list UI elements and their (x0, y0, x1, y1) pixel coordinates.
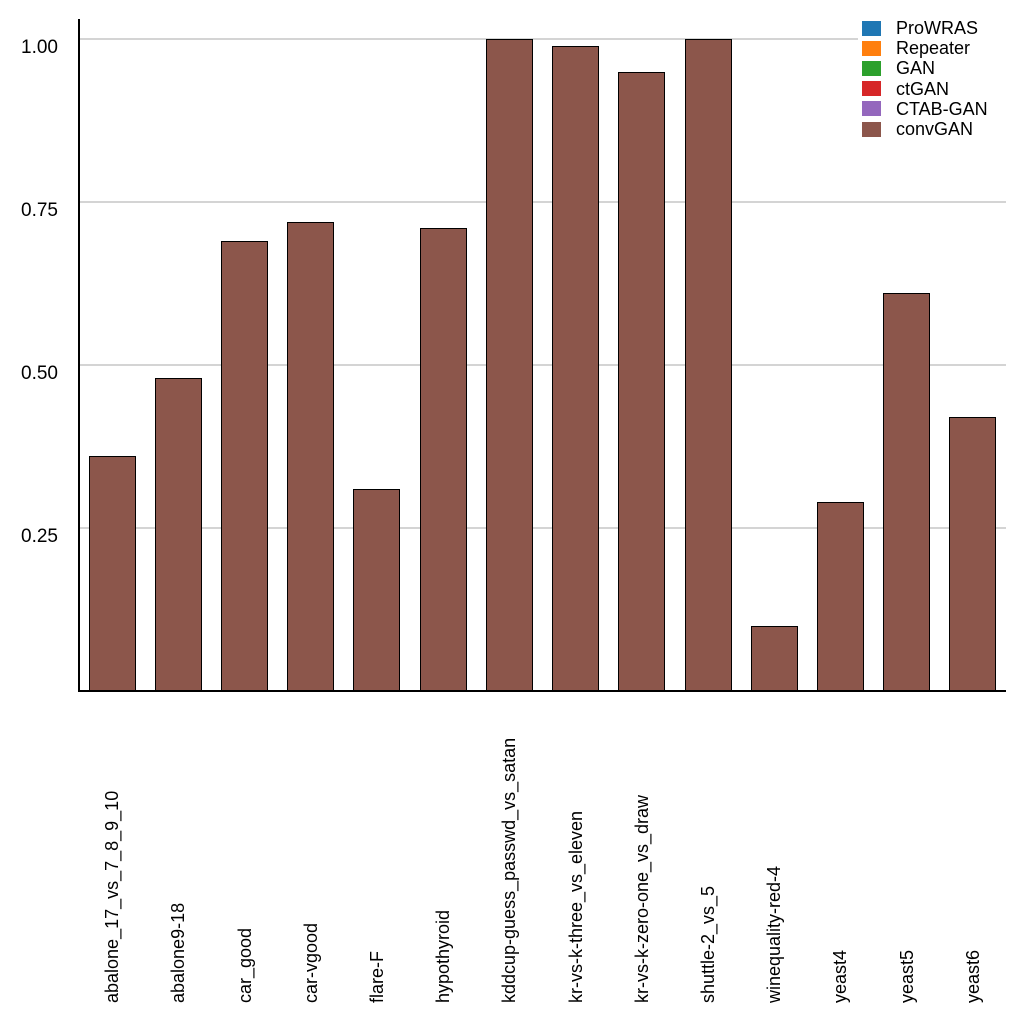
legend-swatch-GAN (862, 60, 881, 76)
bar-flare-F (353, 488, 401, 691)
y-gridline (79, 364, 1006, 366)
bar-abalone_17_vs_7_8_9_10 (88, 456, 136, 691)
x-tick-label: flare-F (366, 950, 387, 1003)
bar-car-vgood (287, 221, 335, 691)
x-tick-label: hypothyroid (433, 909, 454, 1003)
legend-swatch-Repeater (862, 40, 881, 56)
bar-car_good (221, 241, 269, 691)
legend-label: Repeater (896, 38, 971, 59)
bar-kr-vs-k-three_vs_eleven (552, 45, 600, 691)
x-tick-label: yeast4 (830, 949, 851, 1003)
x-axis-line (77, 690, 1006, 692)
legend-row-ProWRAS: ProWRAS (862, 18, 1024, 38)
bar-shuttle-2_vs_5 (684, 39, 732, 691)
x-tick-label: kr-vs-k-zero-one_vs_draw (631, 794, 652, 1003)
legend-swatch-ProWRAS (862, 20, 881, 36)
x-tick-label: winequality-red-4 (764, 865, 785, 1003)
bar-yeast5 (883, 293, 931, 691)
legend-row-CTAB-GAN: CTAB-GAN (862, 99, 1024, 119)
y-tick-label: 0.50 (21, 363, 58, 384)
bar-abalone9-18 (154, 378, 202, 691)
x-tick-label: car_good (234, 927, 255, 1003)
y-tick-label: 1.00 (21, 37, 58, 58)
x-tick-label: abalone_17_vs_7_8_9_10 (102, 790, 123, 1003)
legend-label: GAN (896, 58, 936, 79)
legend-swatch-convGAN (862, 121, 881, 137)
y-gridline (79, 527, 1006, 529)
legend-label: CTAB-GAN (896, 98, 988, 119)
bar-kddcup-guess_passwd_vs_satan (485, 39, 533, 691)
legend-label: ctGAN (896, 78, 950, 99)
legend: ProWRAS Repeater GAN ctGAN CTAB-GAN convGAN (858, 14, 1024, 144)
x-tick-label: car-vgood (300, 922, 321, 1003)
bar-yeast6 (949, 417, 997, 691)
x-tick-label: abalone9-18 (168, 902, 189, 1003)
bar-kr-vs-k-zero-one_vs_draw (618, 71, 666, 691)
y-tick-label: 0.75 (21, 200, 58, 221)
legend-label: ProWRAS (896, 18, 979, 39)
x-tick-label: shuttle-2_vs_5 (698, 885, 719, 1003)
legend-swatch-ctGAN (862, 81, 881, 97)
y-gridline (79, 201, 1006, 203)
bar-hypothyroid (419, 228, 467, 691)
legend-row-Repeater: Repeater (862, 38, 1024, 58)
x-tick-label: kr-vs-k-three_vs_eleven (565, 810, 586, 1003)
x-tick-label: yeast6 (962, 949, 983, 1003)
y-gridline (79, 38, 1006, 40)
y-axis-line (77, 19, 80, 692)
legend-row-convGAN: convGAN (862, 119, 1024, 139)
legend-row-ctGAN: ctGAN (862, 79, 1024, 99)
y-tick-label: 0.25 (21, 526, 58, 547)
bar-yeast4 (816, 501, 864, 691)
x-tick-label: yeast5 (896, 949, 917, 1003)
legend-swatch-CTAB-GAN (862, 101, 881, 117)
legend-label: convGAN (896, 119, 974, 140)
legend-row-GAN: GAN (862, 58, 1024, 78)
bar-winequality-red-4 (750, 625, 798, 691)
x-tick-label: kddcup-guess_passwd_vs_satan (499, 737, 520, 1003)
